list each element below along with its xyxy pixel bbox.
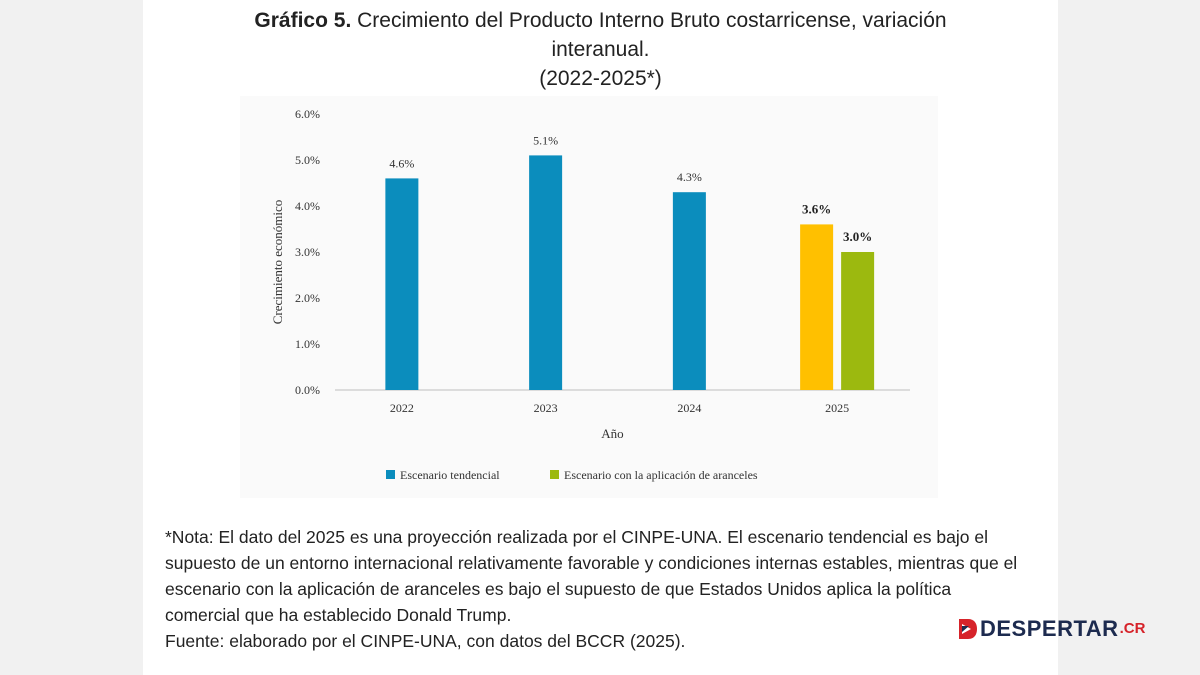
x-tick-label: 2022 <box>390 401 414 415</box>
bar-2022 <box>385 178 419 390</box>
title-period: (2022-2025*) <box>539 67 662 90</box>
legend-swatch-aranceles <box>550 470 559 479</box>
legend-label-aranceles: Escenario con la aplicación de aranceles <box>564 468 758 482</box>
bar-2024 <box>672 192 706 390</box>
y-tick-label: 3.0% <box>295 245 320 259</box>
bar-2025-tendencial <box>800 224 834 390</box>
y-tick-label: 1.0% <box>295 337 320 351</box>
x-axis-title: Año <box>601 426 623 441</box>
note-text: *Nota: El dato del 2025 es una proyecció… <box>165 527 1018 625</box>
y-tick-label: 5.0% <box>295 153 320 167</box>
y-tick-label: 6.0% <box>295 107 320 121</box>
source-text: Fuente: elaborado por el CINPE-UNA, con … <box>165 631 686 651</box>
data-label-2025-tendencial: 3.6% <box>802 201 831 216</box>
y-axis-title: Crecimiento económico <box>270 200 285 325</box>
despertar-logo: DESPERTAR .CR <box>958 614 1168 644</box>
title-label: Gráfico 5. <box>254 9 352 32</box>
y-tick-label: 0.0% <box>295 383 320 397</box>
logo-tld: .CR <box>1119 620 1146 637</box>
footnote: *Nota: El dato del 2025 es una proyecció… <box>165 524 1025 654</box>
data-label-2025-aranceles: 3.0% <box>843 229 872 244</box>
bar-2023 <box>529 155 563 390</box>
chart-area: 0.0% 1.0% 2.0% 3.0% 4.0% 5.0% 6.0% Crecimiento … <box>240 96 938 498</box>
x-tick-label: 2024 <box>677 401 701 415</box>
chart-title: Gráfico 5. Crecimiento del Producto Inte… <box>143 6 1058 93</box>
logo-word: DESPERTAR <box>980 616 1119 641</box>
bar-chart: 0.0% 1.0% 2.0% 3.0% 4.0% 5.0% 6.0% Crecimiento … <box>270 107 910 482</box>
x-tick-label: 2025 <box>825 401 849 415</box>
d-flag-icon <box>958 618 978 640</box>
legend-label-tendencial: Escenario tendencial <box>400 468 500 482</box>
y-tick-label: 2.0% <box>295 291 320 305</box>
data-label-2024: 4.3% <box>677 170 702 184</box>
bar-2025-aranceles <box>841 252 875 390</box>
x-tick-label: 2023 <box>534 401 558 415</box>
title-text-line2: interanual. <box>551 38 650 61</box>
y-tick-label: 4.0% <box>295 199 320 213</box>
data-label-2022: 4.6% <box>389 156 414 170</box>
title-text-line1: Crecimiento del Producto Interno Bruto c… <box>357 9 947 32</box>
data-label-2023: 5.1% <box>533 133 558 147</box>
legend-swatch-tendencial <box>386 470 395 479</box>
